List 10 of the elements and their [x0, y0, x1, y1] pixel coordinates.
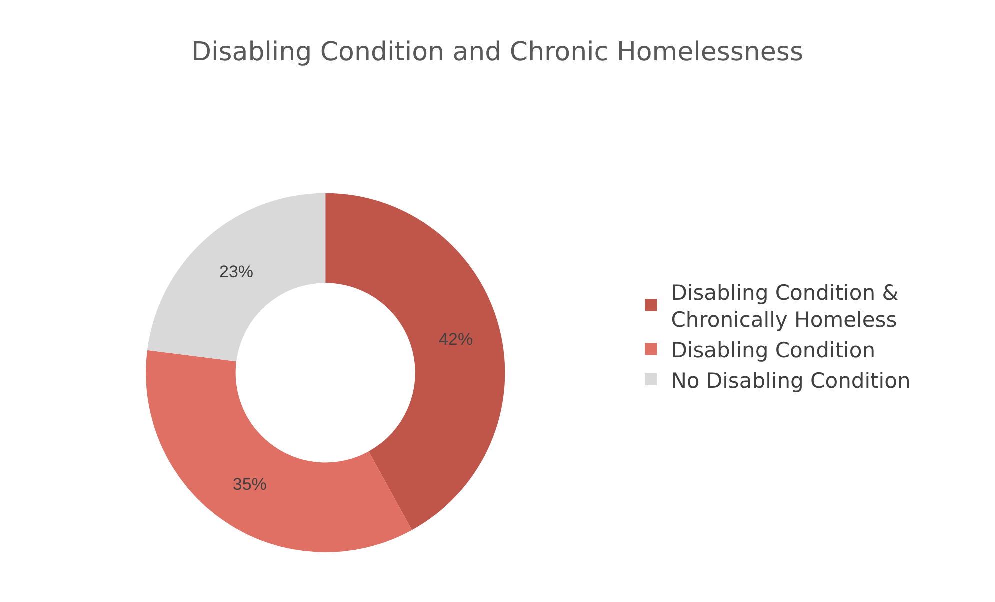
legend-label: No Disabling Condition [671, 368, 911, 393]
legend-label: Disabling Condition & Chronically Homeless [671, 280, 899, 332]
data-label: 42% [439, 330, 474, 349]
legend-label: Disabling Condition [671, 338, 876, 362]
data-label: 35% [232, 474, 267, 494]
data-label: 23% [220, 262, 254, 282]
donut-slice [146, 350, 412, 552]
donut-slice [147, 193, 326, 362]
chart-title: Disabling Condition and Chronic Homelessness [191, 37, 804, 68]
donut-slice [326, 193, 505, 530]
